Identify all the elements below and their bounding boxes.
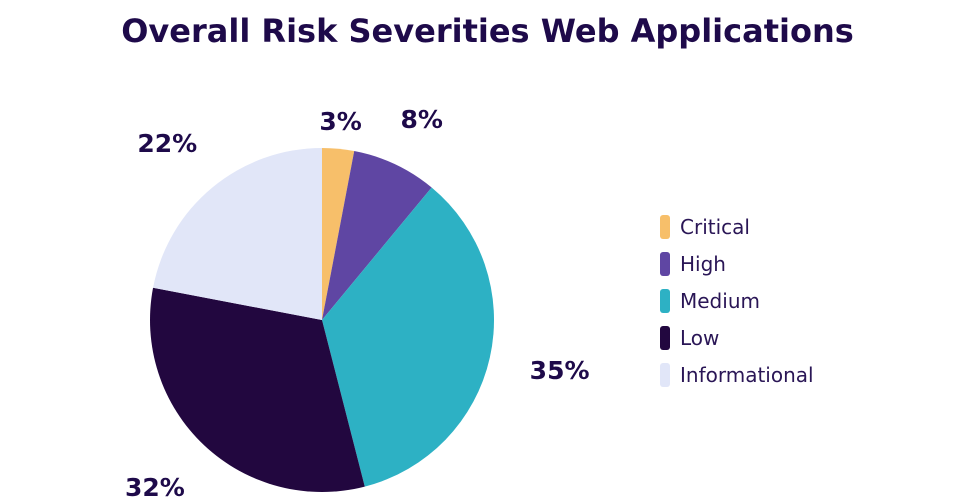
chart-title: Overall Risk Severities Web Applications bbox=[121, 12, 854, 50]
pie-label-critical: 3% bbox=[319, 107, 361, 136]
legend-item-high: High bbox=[660, 245, 814, 282]
legend-item-medium: Medium bbox=[660, 282, 814, 319]
pie-label-high: 8% bbox=[400, 105, 442, 134]
pie-label-informational: 22% bbox=[137, 129, 197, 158]
legend-swatch bbox=[660, 251, 670, 276]
legend-item-informational: Informational bbox=[660, 356, 814, 393]
legend-item-low: Low bbox=[660, 319, 814, 356]
pie-label-low: 32% bbox=[125, 473, 185, 498]
legend: Critical High Medium Low Informational bbox=[660, 208, 814, 393]
pie-label-medium: 35% bbox=[530, 356, 590, 385]
pie-slice-informational bbox=[153, 148, 322, 320]
pie-slice-critical bbox=[322, 148, 355, 320]
legend-label: Low bbox=[680, 325, 720, 350]
legend-swatch bbox=[660, 362, 670, 387]
legend-label: Informational bbox=[680, 362, 814, 387]
legend-swatch bbox=[660, 214, 670, 239]
legend-swatch bbox=[660, 288, 670, 313]
pie-slice-high bbox=[322, 151, 432, 320]
legend-swatch bbox=[660, 325, 670, 350]
legend-label: Critical bbox=[680, 214, 750, 239]
legend-label: Medium bbox=[680, 288, 760, 313]
legend-label: High bbox=[680, 251, 726, 276]
pie-slice-medium bbox=[322, 187, 495, 487]
pie-slice-low bbox=[150, 287, 365, 493]
legend-item-critical: Critical bbox=[660, 208, 814, 245]
